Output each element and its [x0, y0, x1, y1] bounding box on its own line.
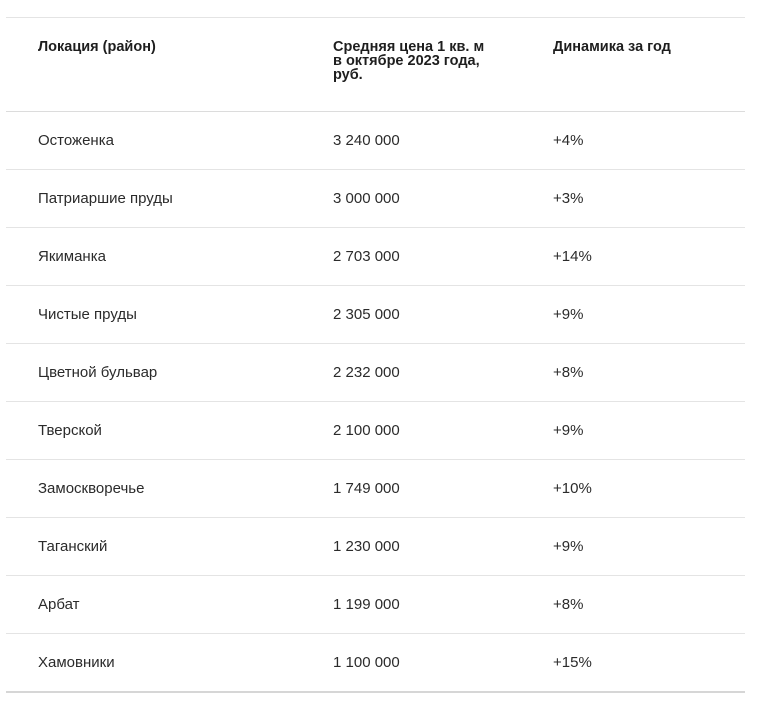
cell-dynamics: +9%	[553, 306, 584, 323]
table-row: Тверской 2 100 000 +9%	[6, 402, 745, 460]
cell-location: Чистые пруды	[38, 306, 137, 323]
cell-dynamics: +14%	[553, 248, 592, 265]
cell-location: Цветной бульвар	[38, 364, 158, 381]
table-row: Замоскворечье 1 749 000 +10%	[6, 460, 745, 518]
table-row: Арбат 1 199 000 +8%	[6, 576, 745, 634]
cell-location: Остоженка	[38, 132, 114, 149]
cell-location: Таганский	[38, 538, 108, 555]
cell-dynamics: +15%	[553, 654, 592, 671]
cell-location: Якиманка	[38, 248, 106, 265]
cell-price: 1 749 000	[333, 480, 400, 497]
table-row: Остоженка 3 240 000 +4%	[6, 112, 745, 170]
cell-location: Патриаршие пруды	[38, 190, 173, 207]
table-row: Чистые пруды 2 305 000 +9%	[6, 286, 745, 344]
header-location: Локация (район)	[38, 39, 156, 55]
cell-price: 1 230 000	[333, 538, 400, 555]
cell-dynamics: +3%	[553, 190, 584, 207]
cell-dynamics: +10%	[553, 480, 592, 497]
cell-dynamics: +8%	[553, 364, 584, 381]
cell-price: 2 305 000	[333, 306, 400, 323]
cell-price: 1 199 000	[333, 596, 400, 613]
cell-location: Хамовники	[38, 654, 115, 671]
cell-price: 3 000 000	[333, 190, 400, 207]
cell-dynamics: +8%	[553, 596, 584, 613]
cell-price: 3 240 000	[333, 132, 400, 149]
cell-dynamics: +4%	[553, 132, 584, 149]
price-table: Локация (район) Средняя цена 1 кв. м в о…	[6, 17, 745, 693]
header-dynamics: Динамика за год	[553, 39, 671, 55]
cell-dynamics: +9%	[553, 422, 584, 439]
header-price: Средняя цена 1 кв. м в октябре 2023 года…	[333, 39, 485, 83]
table-top-rule	[6, 17, 745, 18]
table-body: Остоженка 3 240 000 +4% Патриаршие пруды…	[6, 112, 745, 693]
cell-price: 2 232 000	[333, 364, 400, 381]
table-row: Патриаршие пруды 3 000 000 +3%	[6, 170, 745, 228]
table-row: Хамовники 1 100 000 +15%	[6, 634, 745, 693]
cell-price: 2 703 000	[333, 248, 400, 265]
cell-location: Замоскворечье	[38, 480, 145, 497]
cell-price: 2 100 000	[333, 422, 400, 439]
cell-location: Арбат	[38, 596, 80, 613]
table-header-row: Локация (район) Средняя цена 1 кв. м в о…	[6, 18, 745, 112]
table-row: Таганский 1 230 000 +9%	[6, 518, 745, 576]
cell-price: 1 100 000	[333, 654, 400, 671]
cell-location: Тверской	[38, 422, 102, 439]
table-row: Якиманка 2 703 000 +14%	[6, 228, 745, 286]
cell-dynamics: +9%	[553, 538, 584, 555]
table-row: Цветной бульвар 2 232 000 +8%	[6, 344, 745, 402]
